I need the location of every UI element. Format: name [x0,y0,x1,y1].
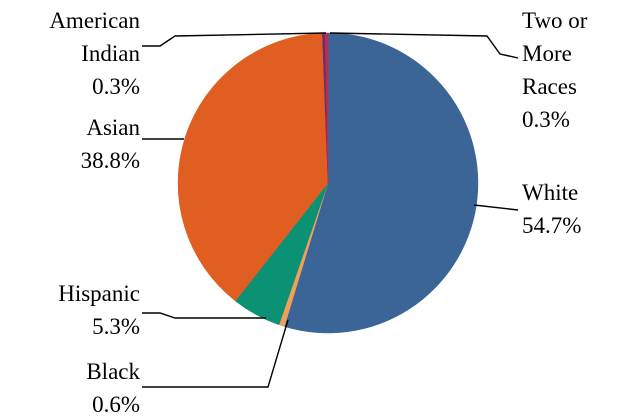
slice-percent-text: 0.3% [522,107,570,132]
slice-category-text: Two or [522,8,588,33]
slice-label-white: White 54.7% [522,180,581,238]
slice-category-text: American [49,8,140,33]
slice-label-hispanic: Hispanic 5.3% [58,281,140,339]
slice-category-text: Races [522,74,577,99]
slice-label-black: Black 0.6% [86,359,140,417]
slice-percent-text: 5.3% [92,314,140,339]
slice-category-text: More [522,41,572,66]
leader-line-black [142,319,289,388]
slice-category-text: Asian [86,115,140,140]
slice-category-text: Hispanic [58,281,140,306]
slice-percent-text: 54.7% [522,213,581,238]
slice-label-american-indian: American Indian 0.3% [49,8,140,99]
leader-line-two-or-more-races [329,32,519,59]
slice-percent-text: 0.3% [92,74,140,99]
slice-label-asian: Asian 38.8% [81,115,141,173]
slice-percent-text: 0.6% [92,392,140,417]
slice-category-text: Black [86,359,140,384]
leader-line-hispanic [142,312,266,319]
leader-line-american-indian [142,32,327,47]
leader-line-white [473,204,519,211]
pie-slice-asian [177,32,329,302]
slice-label-two-or-more-races: Two or More Races 0.3% [522,8,588,132]
slice-category-text: Indian [81,41,140,66]
slice-percent-text: 38.8% [81,148,140,173]
slice-category-text: White [522,180,578,205]
